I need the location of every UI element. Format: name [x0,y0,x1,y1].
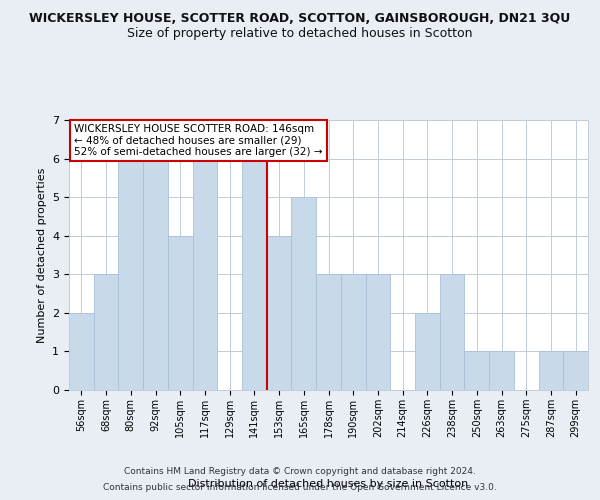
Y-axis label: Number of detached properties: Number of detached properties [37,168,47,342]
Text: WICKERSLEY HOUSE SCOTTER ROAD: 146sqm
← 48% of detached houses are smaller (29)
: WICKERSLEY HOUSE SCOTTER ROAD: 146sqm ← … [74,124,323,157]
Bar [94,274,118,390]
X-axis label: Distribution of detached houses by size in Scotton: Distribution of detached houses by size … [188,479,469,489]
Bar [69,313,94,390]
Bar [365,274,390,390]
Text: Size of property relative to detached houses in Scotton: Size of property relative to detached ho… [127,28,473,40]
Bar [415,313,440,390]
Bar [316,274,341,390]
Bar [292,197,316,390]
Bar [341,274,365,390]
Bar [242,158,267,390]
Bar [193,158,217,390]
Bar [464,352,489,390]
Text: WICKERSLEY HOUSE, SCOTTER ROAD, SCOTTON, GAINSBOROUGH, DN21 3QU: WICKERSLEY HOUSE, SCOTTER ROAD, SCOTTON,… [29,12,571,26]
Bar [143,158,168,390]
Bar [267,236,292,390]
Bar [168,236,193,390]
Bar [563,352,588,390]
Bar [489,352,514,390]
Bar [539,352,563,390]
Text: Contains public sector information licensed under the Open Government Licence v3: Contains public sector information licen… [103,483,497,492]
Text: Contains HM Land Registry data © Crown copyright and database right 2024.: Contains HM Land Registry data © Crown c… [124,467,476,476]
Bar [118,158,143,390]
Bar [440,274,464,390]
